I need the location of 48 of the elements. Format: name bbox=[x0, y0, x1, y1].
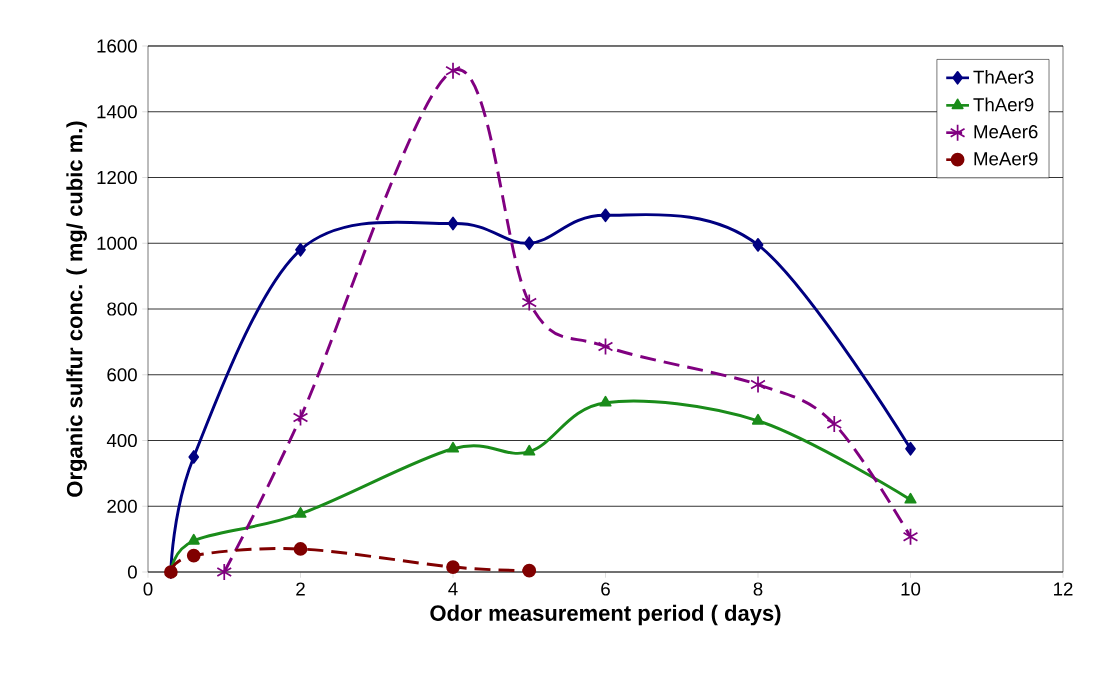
point bbox=[446, 441, 460, 453]
legend-label: MeAer6 bbox=[974, 125, 1038, 139]
point bbox=[216, 563, 233, 581]
point bbox=[599, 395, 612, 407]
point bbox=[751, 413, 765, 425]
y-tick-label: 400 bbox=[106, 433, 137, 448]
point bbox=[295, 242, 306, 257]
point bbox=[447, 216, 459, 231]
y-axis-title: Organic sulfur conc. ( mg/ cubic m.) bbox=[66, 121, 87, 497]
x-tick-label: 4 bbox=[448, 582, 458, 596]
point bbox=[521, 293, 538, 312]
point bbox=[446, 560, 460, 574]
x-tick-label: 10 bbox=[901, 582, 921, 596]
point bbox=[752, 238, 764, 252]
point bbox=[750, 375, 766, 394]
x-tick-label: 0 bbox=[143, 582, 153, 596]
point bbox=[600, 208, 611, 223]
point bbox=[597, 337, 614, 356]
x-tick-label: 6 bbox=[601, 582, 610, 596]
x-tick-label: 8 bbox=[753, 582, 763, 596]
y-tick-label: 1200 bbox=[97, 170, 137, 185]
legend-label: MeAer9 bbox=[974, 152, 1038, 166]
y-tick-label: 600 bbox=[107, 368, 137, 382]
point bbox=[187, 533, 200, 545]
point bbox=[445, 61, 461, 80]
point bbox=[294, 506, 307, 518]
y-tick-label: 1400 bbox=[97, 105, 137, 119]
point bbox=[905, 441, 916, 456]
x-axis-title: Odor measurement period ( days) bbox=[430, 604, 781, 626]
point bbox=[186, 548, 201, 563]
point bbox=[188, 450, 200, 464]
y-tick-label: 200 bbox=[107, 499, 137, 513]
legend-label: ThAer3 bbox=[973, 70, 1034, 84]
y-tick-label: 800 bbox=[107, 302, 137, 316]
x-tick-label: 2 bbox=[296, 582, 305, 596]
point bbox=[904, 492, 917, 504]
point bbox=[523, 236, 535, 251]
x-tick-label: 12 bbox=[1054, 582, 1073, 596]
point bbox=[522, 563, 537, 578]
point bbox=[292, 408, 309, 427]
point bbox=[523, 444, 536, 456]
point bbox=[293, 542, 308, 556]
y-tick-label: 0 bbox=[127, 565, 137, 579]
y-tick-label: 1600 bbox=[97, 39, 137, 53]
y-tick-label: 1000 bbox=[97, 236, 137, 250]
point bbox=[902, 527, 919, 546]
legend-label: ThAer9 bbox=[973, 97, 1034, 112]
point bbox=[826, 415, 843, 433]
